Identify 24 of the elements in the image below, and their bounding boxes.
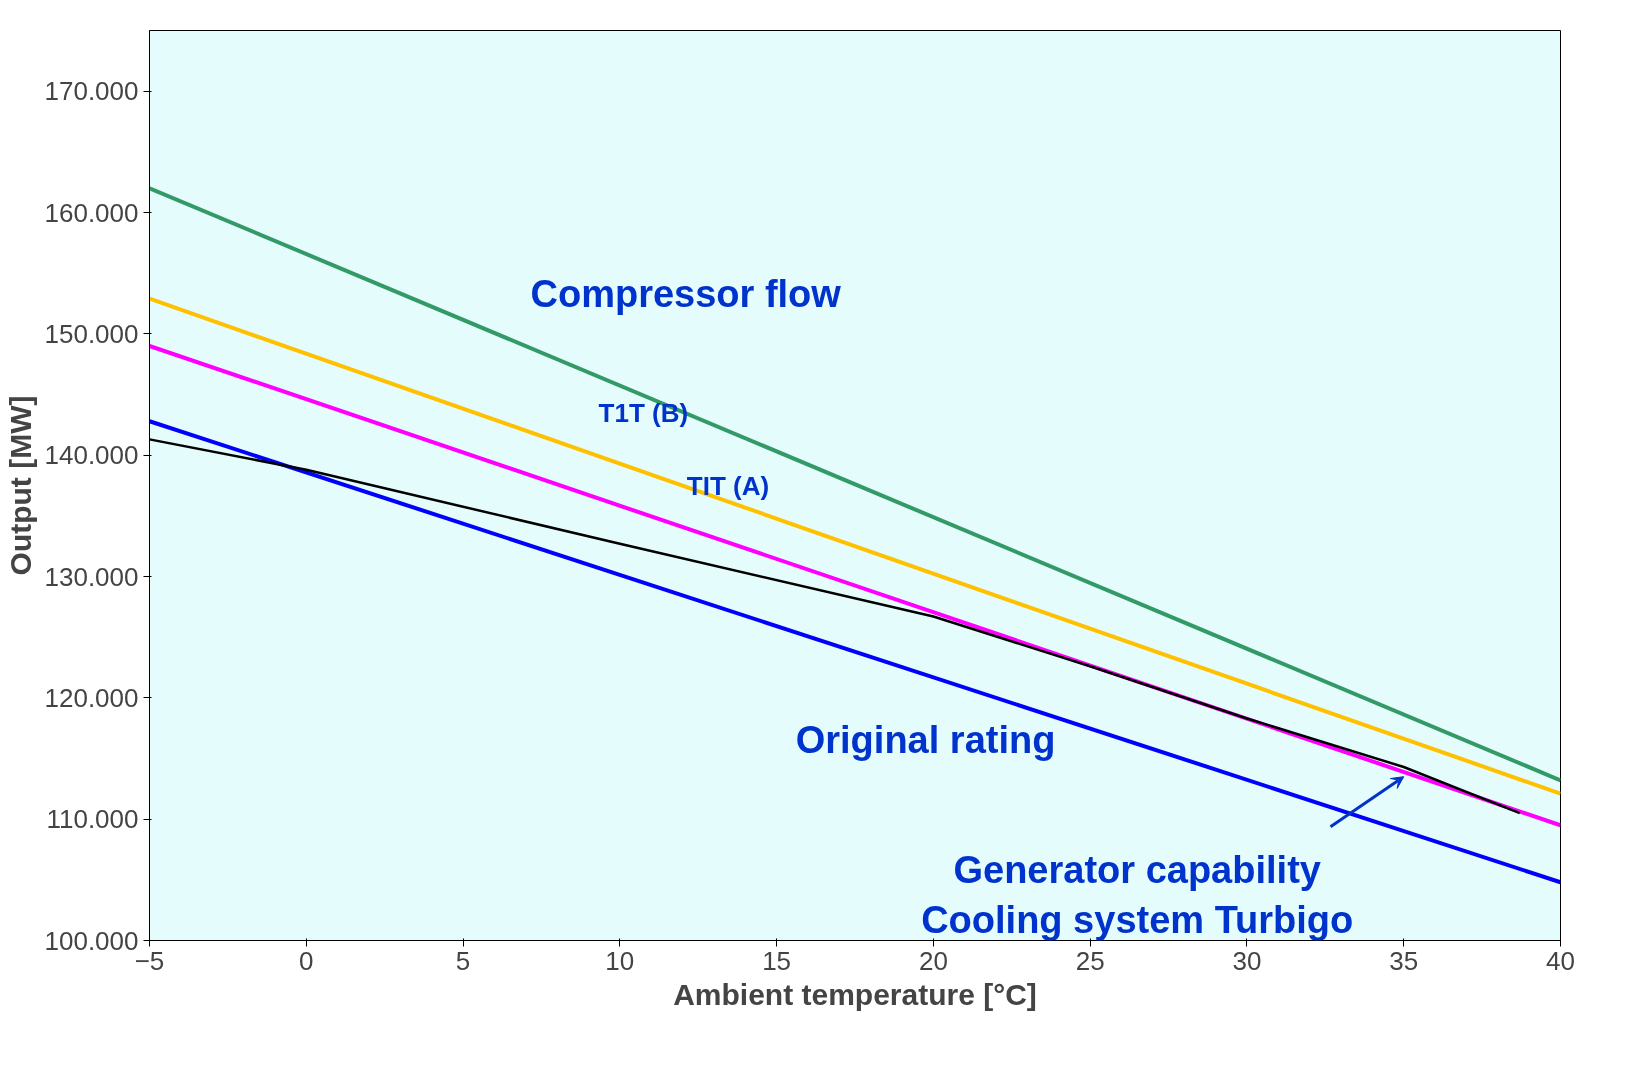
x-tick-label: 35 bbox=[1389, 945, 1419, 976]
y-tick-label: 140.000 bbox=[44, 440, 139, 471]
y-tick-label: 170.000 bbox=[44, 76, 139, 107]
y-tick-label: 150.000 bbox=[44, 318, 139, 349]
annotation: TIT (A) bbox=[686, 470, 770, 501]
y-tick-label: 100.000 bbox=[44, 925, 139, 956]
x-tick-label: 5 bbox=[455, 945, 471, 976]
x-tick-label: 0 bbox=[299, 945, 314, 976]
annotation: T1T (B) bbox=[598, 397, 689, 428]
x-tick-label: 30 bbox=[1232, 945, 1262, 976]
y-tick-label: 160.000 bbox=[44, 197, 139, 228]
y-tick-label: 110.000 bbox=[46, 804, 139, 835]
x-axis-title: Ambient temperature [°C] bbox=[673, 977, 1037, 1011]
x-tick-label: 40 bbox=[1546, 945, 1575, 976]
y-tick-label: 120.000 bbox=[44, 682, 139, 713]
x-tick-label: 15 bbox=[762, 945, 792, 976]
x-tick-label: 10 bbox=[605, 945, 635, 976]
annotation: Compressor flow bbox=[530, 273, 842, 316]
x-tick-label: 25 bbox=[1075, 945, 1105, 976]
annotation: Generator capability Cooling system Turbigo bbox=[921, 849, 1354, 941]
x-tick-label: 20 bbox=[918, 945, 948, 976]
annotation: Original rating bbox=[795, 719, 1056, 762]
y-tick-label: 130.000 bbox=[44, 561, 139, 592]
y-axis-title: Output [MW] bbox=[3, 395, 37, 576]
